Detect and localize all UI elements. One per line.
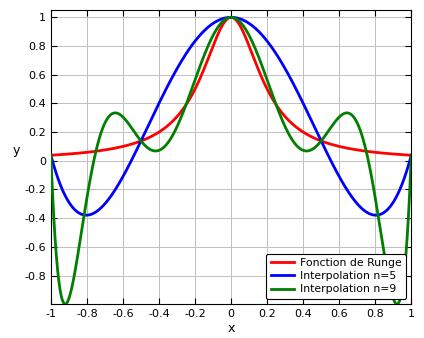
Interpolation n=5 [332,167,338,171]
Fonction de Runge [214,35,219,39]
Fonction de Runge [332,143,338,147]
Fonction de Runge [229,15,234,19]
Interpolation n=9 [332,120,338,124]
Interpolation n=5 [224,16,229,20]
Interpolation n=5 [48,153,53,157]
Interpolation n=9 [399,293,404,297]
X-axis label: x: x [227,322,235,335]
Fonction de Runge [223,18,229,22]
Interpolation n=5 [229,15,234,19]
Interpolation n=9 [48,153,53,157]
Line: Interpolation n=9: Interpolation n=9 [51,17,411,304]
Interpolation n=9 [67,295,72,299]
Interpolation n=9 [63,302,68,306]
Y-axis label: y: y [12,144,20,157]
Interpolation n=5 [214,19,219,23]
Interpolation n=9 [224,17,229,21]
Interpolation n=5 [399,185,404,189]
Fonction de Runge [409,153,414,157]
Interpolation n=5 [409,153,414,157]
Interpolation n=9 [399,293,404,297]
Fonction de Runge [48,153,53,157]
Interpolation n=9 [409,153,414,157]
Fonction de Runge [399,152,404,156]
Line: Fonction de Runge: Fonction de Runge [51,17,411,155]
Legend: Fonction de Runge, Interpolation n=5, Interpolation n=9: Fonction de Runge, Interpolation n=5, In… [266,254,406,299]
Interpolation n=9 [214,27,219,31]
Interpolation n=5 [84,213,89,217]
Line: Interpolation n=5: Interpolation n=5 [51,17,411,215]
Interpolation n=5 [399,184,404,188]
Fonction de Runge [67,152,72,156]
Interpolation n=9 [229,15,234,19]
Fonction de Runge [398,152,403,156]
Interpolation n=5 [67,201,72,205]
